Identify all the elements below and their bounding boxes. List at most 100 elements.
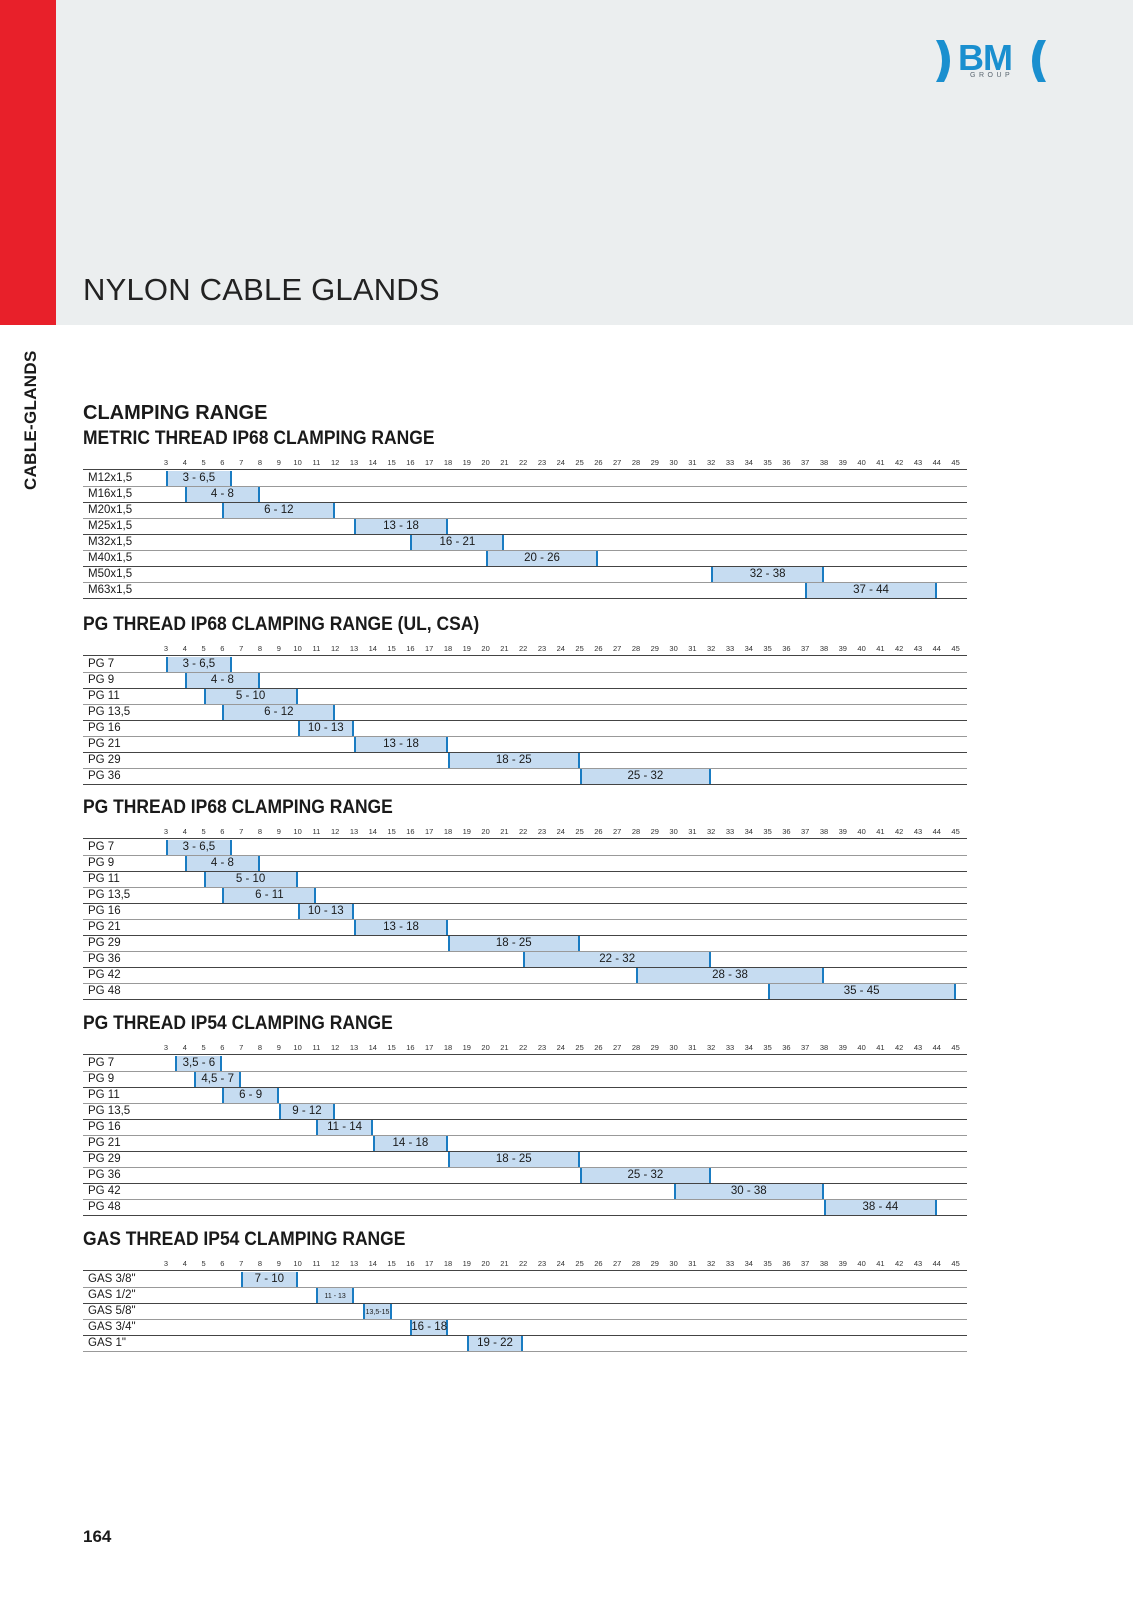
row-separator — [83, 736, 967, 737]
row-label: GAS 1" — [88, 1337, 126, 1349]
axis-tick-label: 33 — [725, 1043, 735, 1052]
range-bar — [184, 856, 260, 871]
range-bar — [297, 904, 354, 919]
axis-tick-label: 9 — [276, 827, 281, 836]
logo-right-bracket-icon — [1032, 40, 1046, 82]
row-separator — [83, 1135, 967, 1136]
axis-tick-label: 36 — [782, 827, 791, 836]
axis-tick-label: 17 — [425, 458, 434, 467]
axis-tick-label: 23 — [537, 1259, 547, 1268]
axis-tick-label: 11 — [312, 827, 321, 836]
axis-tick-label: 18 — [443, 644, 453, 653]
row-label: PG 9 — [88, 674, 115, 686]
axis-tick-label: 22 — [519, 827, 528, 836]
range-bar — [636, 968, 824, 983]
axis-tick-label: 38 — [819, 1259, 829, 1268]
logo-left-bracket-icon — [936, 40, 950, 82]
row-label: PG 7 — [88, 1057, 115, 1069]
axis-tick-label: 42 — [895, 644, 904, 653]
axis-tick-label: 21 — [500, 644, 509, 653]
row-label: PG 42 — [88, 969, 121, 981]
axis-tick-label: 21 — [500, 1043, 509, 1052]
axis-tick-label: 18 — [443, 458, 453, 467]
axis-tick-label: 32 — [707, 1043, 716, 1052]
row-label: PG 16 — [88, 722, 121, 734]
range-value: 14 - 18 — [392, 1137, 429, 1149]
axis-tick-label: 35 — [763, 1259, 772, 1268]
range-value: 16 - 21 — [439, 536, 476, 548]
range-value: 19 - 22 — [477, 1337, 513, 1349]
axis-tick-label: 44 — [932, 1043, 941, 1052]
range-value: 18 - 25 — [495, 937, 532, 949]
axis-tick-label: 3 — [163, 644, 169, 653]
range-value: 13 - 18 — [383, 738, 419, 750]
axis-tick-label: 36 — [782, 1259, 791, 1268]
axis-tick-label: 19 — [462, 458, 471, 467]
range-value: 18 - 25 — [495, 754, 532, 766]
axis-tick-label: 3 — [163, 1043, 169, 1052]
axis-tick-label: 26 — [594, 458, 603, 467]
row-label: M12x1,5 — [88, 472, 133, 484]
axis-tick-label: 43 — [913, 1043, 923, 1052]
range-value: 4 - 8 — [210, 857, 234, 869]
row-label: PG 21 — [88, 921, 121, 933]
axis-tick-label: 14 — [368, 644, 377, 653]
axis-tick-label: 34 — [744, 458, 753, 467]
range-bar — [222, 705, 336, 720]
axis-tick-label: 4 — [182, 1043, 187, 1052]
logo-sub-text: GROUP — [970, 72, 1014, 79]
axis-tick-label: 4 — [182, 644, 187, 653]
axis-tick-label: 20 — [481, 827, 490, 836]
axis-tick-label: 28 — [631, 458, 641, 467]
row-separator — [83, 1215, 967, 1216]
axis-tick-label: 20 — [481, 644, 490, 653]
axis-tick-label: 4 — [182, 827, 187, 836]
axis-tick-label: 7 — [239, 1259, 244, 1268]
axis-tick-label: 17 — [425, 1259, 434, 1268]
axis-tick-label: 45 — [951, 827, 960, 836]
row-label: GAS 3/4" — [88, 1321, 136, 1333]
range-bar — [222, 888, 317, 903]
axis-tick-label: 41 — [876, 1259, 885, 1268]
axis-tick-label: 33 — [725, 458, 735, 467]
row-separator — [83, 1319, 967, 1320]
axis-tick-label: 32 — [707, 827, 716, 836]
row-label: PG 16 — [88, 905, 121, 917]
range-value: 32 - 38 — [749, 568, 786, 580]
row-label: PG 13,5 — [88, 1105, 131, 1117]
range-bar — [410, 1320, 448, 1335]
axis-tick-label: 6 — [220, 827, 225, 836]
axis-tick-label: 40 — [857, 458, 866, 467]
axis-tick-label: 19 — [462, 1259, 471, 1268]
row-separator — [83, 951, 967, 952]
row-separator — [83, 1199, 967, 1200]
axis-tick-label: 41 — [876, 827, 885, 836]
row-separator — [83, 486, 967, 487]
range-bar — [184, 487, 260, 502]
range-value: 4 - 8 — [210, 488, 234, 500]
section-title: PG THREAD IP54 CLAMPING RANGE — [83, 1013, 393, 1034]
axis-tick-label: 25 — [575, 458, 584, 467]
axis-tick-label: 10 — [293, 1259, 302, 1268]
range-bar — [448, 753, 580, 768]
axis-tick-label: 39 — [838, 827, 847, 836]
section-title: METRIC THREAD IP68 CLAMPING RANGE — [83, 428, 435, 449]
range-bar — [805, 583, 937, 598]
range-value: 13 - 18 — [383, 520, 419, 532]
axis-tick-label: 20 — [481, 1043, 490, 1052]
row-separator — [83, 566, 967, 567]
axis-tick-label: 16 — [406, 1259, 415, 1268]
axis-tick-label: 20 — [481, 1259, 490, 1268]
axis-tick-label: 33 — [725, 1259, 735, 1268]
range-bar — [166, 657, 232, 672]
axis-tick-label: 45 — [951, 458, 960, 467]
axis-tick-label: 43 — [913, 827, 923, 836]
axis-tick-label: 43 — [913, 458, 923, 467]
axis-tick-label: 35 — [763, 458, 772, 467]
row-label: M25x1,5 — [88, 520, 133, 532]
axis-tick-label: 30 — [669, 1043, 678, 1052]
axis-tick-label: 40 — [857, 644, 866, 653]
axis-tick-label: 31 — [688, 644, 697, 653]
axis-tick-label: 29 — [650, 1043, 659, 1052]
row-label: M40x1,5 — [88, 552, 133, 564]
